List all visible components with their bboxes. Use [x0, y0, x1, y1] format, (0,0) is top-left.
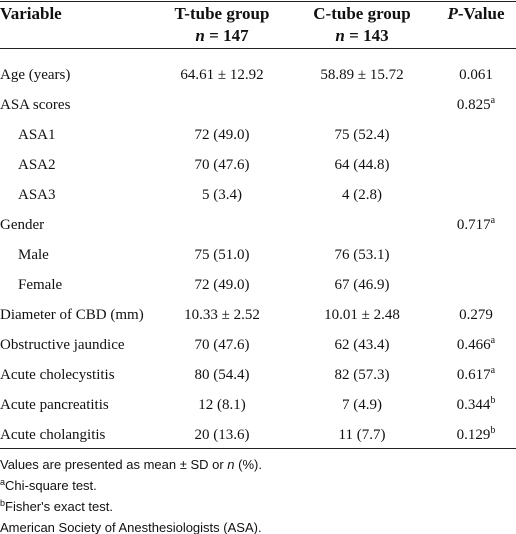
- table-cell: 0.466a: [436, 330, 516, 360]
- table-cell: 0.061: [436, 60, 516, 90]
- header-line: n = 147: [160, 25, 284, 47]
- text-segment: -Value: [457, 4, 505, 23]
- text-segment: Fisher's exact test.: [5, 499, 113, 514]
- text-segment: P: [447, 4, 458, 23]
- top-rule: [0, 1, 516, 2]
- row-label: Diameter of CBD (mm): [0, 307, 144, 323]
- row-label: ASA2: [18, 157, 56, 173]
- table-cell: 76 (53.1): [334, 247, 390, 263]
- footnote-mark: a: [490, 365, 496, 376]
- table-cell: 12 (8.1): [198, 397, 246, 413]
- text-segment: n: [227, 457, 235, 472]
- column-header: C-tube group n = 143: [300, 3, 424, 47]
- text-segment: T-tube group: [174, 4, 270, 23]
- footnote-mark: a: [490, 335, 496, 346]
- row-label: Gender: [0, 217, 45, 233]
- text-segment: (%).: [234, 457, 262, 472]
- p-value: 0.825: [456, 97, 491, 113]
- header-line: C-tube group: [300, 3, 424, 25]
- text-segment: Values are presented as mean ± SD or: [0, 457, 228, 472]
- table-cell: 80 (54.4): [194, 367, 250, 383]
- row-label: Acute cholangitis: [0, 427, 106, 443]
- row-label: Female: [18, 277, 63, 293]
- column-header: P-Value: [436, 3, 516, 25]
- table-cell: 0.717a: [436, 210, 516, 240]
- table-cell: 7 (4.9): [342, 397, 382, 413]
- text-segment: n: [335, 26, 345, 45]
- text-segment: Variable: [0, 4, 62, 23]
- row-label: ASA3: [18, 187, 56, 203]
- table-cell: 62 (43.4): [334, 337, 390, 353]
- p-value: 0.061: [459, 67, 493, 83]
- footnote-mark: b: [490, 425, 496, 436]
- table-cell: 64 (44.8): [334, 157, 390, 173]
- table-cell: 82 (57.3): [334, 367, 390, 383]
- text-segment: b: [0, 498, 6, 508]
- table-cell: 0.825a: [436, 90, 516, 120]
- p-value: 0.466: [456, 337, 491, 353]
- header-line: n = 143: [300, 25, 424, 47]
- text-segment: C-tube group: [313, 4, 411, 23]
- table-cell: 0.617a: [436, 360, 516, 390]
- table-cell: 72 (49.0): [194, 127, 250, 143]
- header-rule: [0, 48, 516, 49]
- text-segment: = 143: [344, 26, 389, 45]
- footnote: bFisher's exact test.: [0, 496, 516, 517]
- p-value: 0.279: [459, 307, 493, 323]
- table-cell: 0.344b: [436, 390, 516, 420]
- row-label: ASA1: [18, 127, 56, 143]
- table-cell: 75 (52.4): [334, 127, 390, 143]
- row-label: Male: [18, 247, 49, 263]
- table-cell: 64.61 ± 12.92: [180, 67, 264, 83]
- table-cell: 4 (2.8): [342, 187, 382, 203]
- footnote: American Society of Anesthesiologists (A…: [0, 517, 516, 534]
- table-cell: 20 (13.6): [194, 427, 250, 443]
- row-label: Acute pancreatitis: [0, 397, 109, 413]
- row-label: Age (years): [0, 67, 71, 83]
- header-line: T-tube group: [160, 3, 284, 25]
- table-cell: 0.279: [436, 300, 516, 330]
- p-value: 0.717: [456, 217, 491, 233]
- column-header: T-tube group n = 147: [160, 3, 284, 47]
- table-cell: 75 (51.0): [194, 247, 250, 263]
- footnote-mark: b: [490, 395, 496, 406]
- text-segment: Chi-square test.: [5, 478, 97, 493]
- text-segment: n: [195, 26, 205, 45]
- p-value: 0.617: [456, 367, 491, 383]
- table-cell: 0.129b: [436, 420, 516, 450]
- column-header: Variable: [0, 3, 220, 25]
- table-cell: 10.01 ± 2.48: [324, 307, 400, 323]
- row-label: Acute cholecystitis: [0, 367, 115, 383]
- footnote: Values are presented as mean ± SD or n (…: [0, 454, 516, 475]
- table-cell: 5 (3.4): [202, 187, 242, 203]
- table-cell: 10.33 ± 2.52: [184, 307, 260, 323]
- text-segment: = 147: [204, 26, 249, 45]
- table-cell: 70 (47.6): [194, 337, 250, 353]
- footnote: aChi-square test.: [0, 475, 516, 496]
- footnote-mark: a: [490, 95, 496, 106]
- table-cell: 70 (47.6): [194, 157, 250, 173]
- header-line: P-Value: [436, 3, 516, 25]
- row-label: ASA scores: [0, 97, 71, 113]
- text-segment: a: [0, 477, 6, 487]
- header-line: Variable: [0, 3, 220, 25]
- table-cell: 58.89 ± 15.72: [320, 67, 404, 83]
- footnote-mark: a: [490, 215, 496, 226]
- p-value: 0.129: [456, 427, 491, 443]
- text-segment: American Society of Anesthesiologists (A…: [0, 520, 262, 534]
- table-cell: 67 (46.9): [334, 277, 390, 293]
- bottom-rule: [0, 448, 516, 449]
- p-value: 0.344: [456, 397, 491, 413]
- table-cell: 11 (7.7): [338, 427, 386, 443]
- row-label: Obstructive jaundice: [0, 337, 125, 353]
- table-cell: 72 (49.0): [194, 277, 250, 293]
